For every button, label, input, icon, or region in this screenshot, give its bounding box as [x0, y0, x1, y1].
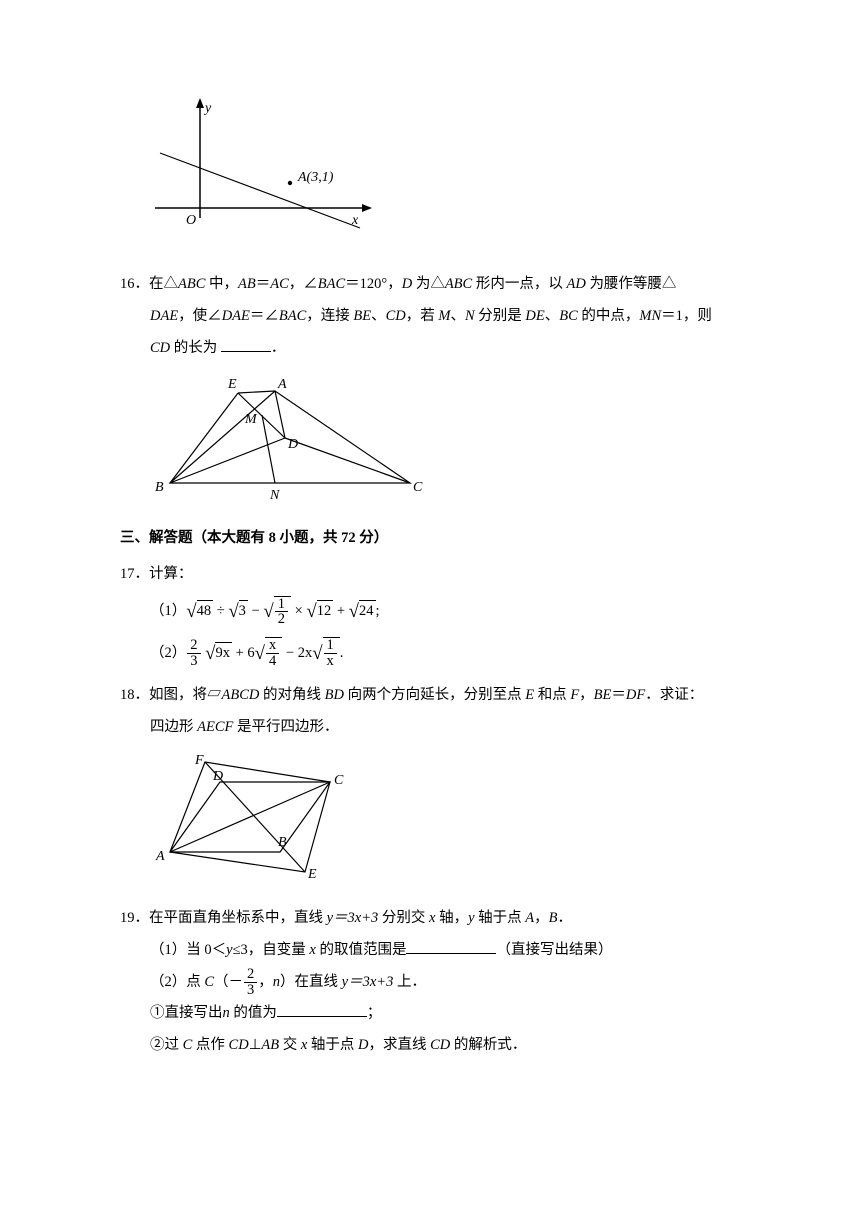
svg-text:D: D [212, 769, 223, 784]
q16-number: 16． [120, 276, 149, 292]
svg-text:C: C [334, 773, 344, 788]
svg-text:E: E [307, 867, 317, 882]
q19-number: 19． [120, 910, 149, 926]
svg-text:B: B [155, 480, 164, 495]
svg-text:E: E [227, 377, 237, 392]
figure-coordinate-axes: A(3,1) y x O [150, 98, 750, 261]
question-16: 16．在△ABC 中，AB＝AC，∠BAC＝120°，D 为△ABC 形内一点，… [120, 269, 750, 365]
question-18: 18．如图，将▱ABCD 的对角线 BD 向两个方向延长，分别至点 E 和点 F… [120, 680, 750, 744]
svg-text:D: D [287, 437, 298, 452]
answer-blank-19-n [277, 1003, 367, 1018]
coord-svg: A(3,1) y x O [150, 98, 380, 248]
q19-sub1: ①直接写出 n 的值为； [120, 998, 750, 1030]
svg-text:A: A [155, 849, 165, 864]
svg-text:M: M [244, 412, 258, 427]
q19-part2: （2）点 C（－23，n）在直线 y＝3x+3 上． [120, 967, 750, 999]
svg-text:N: N [269, 488, 280, 503]
svg-text:C: C [413, 480, 423, 495]
svg-text:B: B [278, 835, 287, 850]
q19-part1: （1）当 0＜y≤3，自变量 x 的取值范围是（直接写出结果） [120, 935, 750, 967]
svg-text:A(3,1): A(3,1) [297, 170, 334, 185]
answer-blank-19-1 [406, 939, 496, 954]
q18-number: 18． [120, 687, 149, 703]
svg-text:y: y [203, 101, 212, 116]
section-3-title: 三、解答题（本大题有 8 小题，共 72 分） [120, 523, 750, 555]
svg-text:A: A [277, 377, 287, 392]
question-17: 17．计算： （1）√48 ÷ √3 − √12 × √12 + √24; （2… [120, 559, 750, 674]
q17-part2: （2）23 √9x + 6√x4 − 2x√1x. [120, 633, 750, 674]
q17-part1: （1）√48 ÷ √3 − √12 × √12 + √24; [120, 591, 750, 632]
question-19: 19．在平面直角坐标系中，直线 y＝3x+3 分别交 x 轴，y 轴于点 A，B… [120, 903, 750, 1062]
svg-text:F: F [194, 753, 204, 768]
q19-sub2: ②过 C 点作 CD⊥AB 交 x 轴于点 D，求直线 CD 的解析式． [120, 1030, 750, 1062]
parallelogram-svg: F D C A B E [150, 752, 380, 882]
triangle-svg: E A M D B N C [150, 373, 440, 503]
svg-text:O: O [186, 213, 196, 228]
answer-blank-16 [221, 337, 271, 352]
svg-text:x: x [351, 213, 359, 228]
q17-number: 17． [120, 566, 149, 582]
figure-triangle-abc: E A M D B N C [150, 373, 750, 516]
figure-parallelogram: F D C A B E [150, 752, 750, 895]
